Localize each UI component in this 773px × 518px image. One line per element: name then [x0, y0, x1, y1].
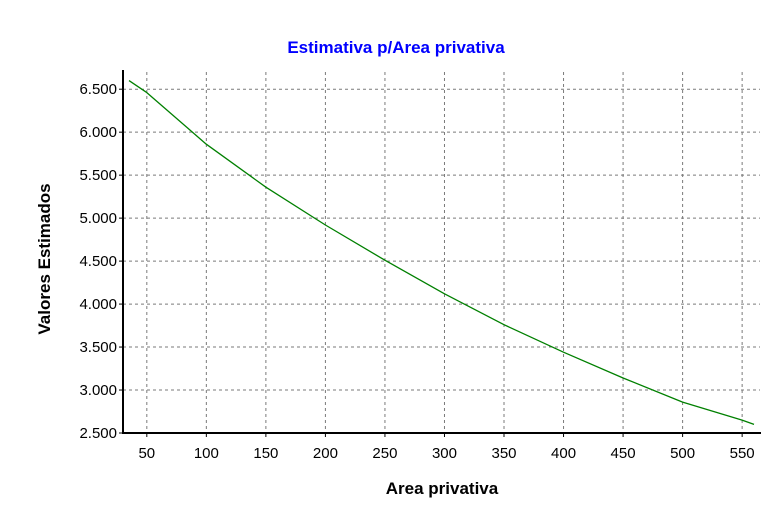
y-axis-label: Valores Estimados	[35, 183, 54, 334]
y-tick-label: 2.500	[79, 425, 117, 442]
x-tick-label: 500	[670, 445, 695, 462]
x-tick-label: 200	[313, 445, 338, 462]
y-tick-label: 6.000	[79, 124, 117, 141]
y-tick-label: 3.500	[79, 339, 117, 356]
x-tick-label: 350	[491, 445, 516, 462]
x-tick-label: 550	[730, 445, 755, 462]
x-tick-label: 300	[432, 445, 457, 462]
y-tick-label: 5.000	[79, 210, 117, 227]
x-tick-label: 450	[611, 445, 636, 462]
y-tick-label: 3.000	[79, 382, 117, 399]
y-tick-label: 4.500	[79, 253, 117, 270]
x-axis-ticks: 50 100 150 200 250 300 350 400 450 500 550	[138, 433, 755, 462]
y-axis-ticks: 2.500 3.000 3.500 4.000 4.500 5.000 5.500 6.000…	[79, 81, 123, 442]
y-tick-label: 5.500	[79, 167, 117, 184]
x-tick-label: 150	[253, 445, 278, 462]
chart-title: Estimativa p/Area privativa	[287, 38, 505, 57]
x-tick-label: 400	[551, 445, 576, 462]
x-tick-label: 50	[138, 445, 155, 462]
plot-axes	[122, 70, 761, 434]
x-tick-label: 100	[194, 445, 219, 462]
series-layer	[128, 80, 755, 426]
series-line-0	[128, 80, 755, 426]
y-tick-label: 4.000	[79, 296, 117, 313]
y-tick-label: 6.500	[79, 81, 117, 98]
grid-lines	[123, 72, 760, 433]
x-tick-label: 250	[372, 445, 397, 462]
x-axis-label: Area privativa	[386, 479, 499, 498]
